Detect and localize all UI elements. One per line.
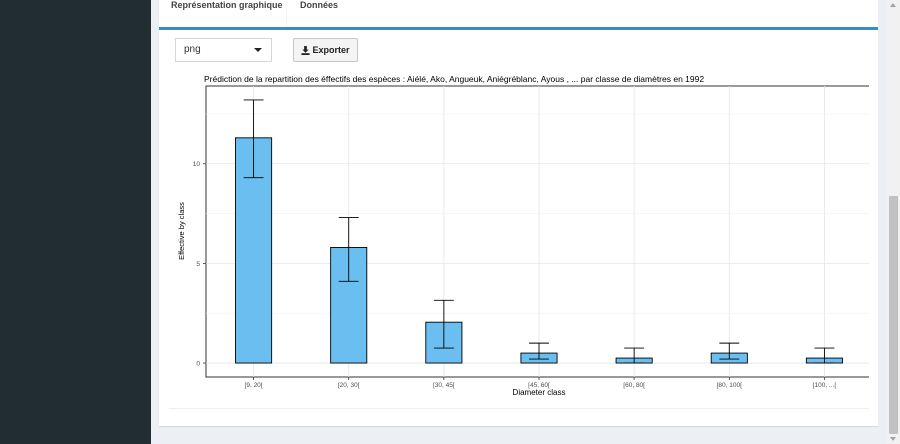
panel-footer-divider [169,408,869,409]
x-tick-label: [20, 30[ [338,382,360,389]
chart-title: Prédiction de la repartition des éffecti… [204,74,704,84]
error-bars-group [243,99,835,364]
y-axis-title: Effective by class [177,202,186,260]
export-button[interactable]: Exporter [293,38,358,62]
download-icon [301,45,311,55]
sidebar [0,0,151,444]
bar-chart: Prédiction de la repartition des éffecti… [177,74,869,397]
scroll-up-arrow-icon[interactable] [890,3,896,7]
main-content: Représentation graphique Données png Exp… [151,0,887,444]
caret-down-icon [254,48,262,52]
x-tick-label: [80, 100[ [717,382,742,389]
export-button-label: Exporter [312,45,350,55]
x-axis: [9, 20[ [20, 30[ [30, 45[ [45, 60[ [60, 80[ [… [245,377,837,389]
format-select-value: png [184,44,201,55]
y-tick-label: 10 [193,161,201,168]
tab-representation-graphique[interactable]: Représentation graphique [159,0,287,27]
page-scrollbar[interactable] [887,0,900,444]
x-axis-title: Diameter class [513,388,566,397]
y-tick-label: 0 [196,361,200,368]
scroll-down-arrow-icon[interactable] [890,437,896,441]
y-axis: 0 5 10 [193,161,206,368]
bar [330,246,368,364]
x-tick-label: [45, 60[ [528,382,550,389]
x-tick-label: [100, ...[ [813,382,837,389]
tab-bar: Représentation graphique Données [159,0,878,30]
y-tick-label: 5 [196,261,200,268]
x-tick-label: [9, 20[ [245,382,263,389]
scrollbar-thumb[interactable] [889,196,898,434]
plot-panel [205,85,869,378]
minor-grid-lines [206,113,869,314]
tab-donnees[interactable]: Données [300,0,339,10]
x-tick-label: [30, 45[ [433,382,455,389]
format-select[interactable]: png [175,38,272,62]
x-tick-label: [60, 80[ [623,382,645,389]
tab-panel: Représentation graphique Données png Exp… [159,0,878,426]
